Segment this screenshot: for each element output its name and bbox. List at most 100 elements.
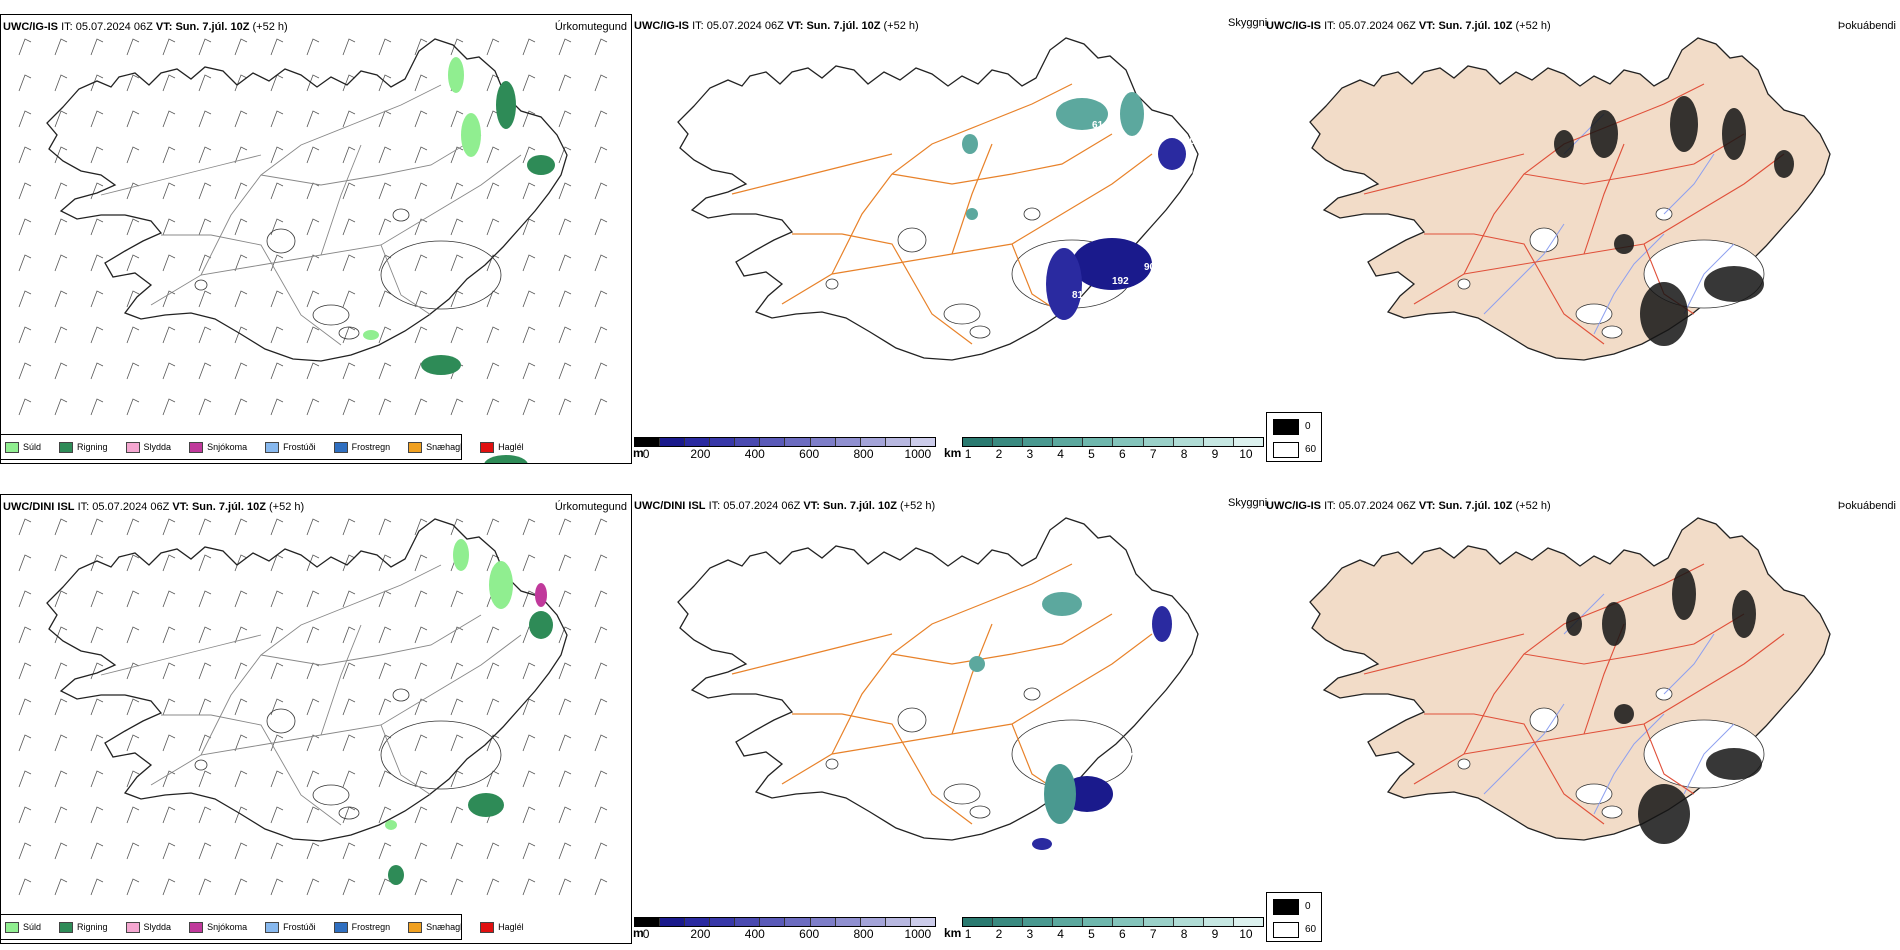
colorbar-swatch — [810, 918, 836, 926]
wind-barb — [234, 38, 248, 56]
wind-barb — [126, 698, 140, 716]
wind-barb — [234, 290, 248, 308]
fog-area — [1672, 568, 1696, 620]
wind-barb — [342, 806, 356, 824]
wind-barb — [54, 254, 68, 272]
colorbar-swatch — [1023, 918, 1054, 926]
wind-barb — [594, 398, 608, 416]
wind-barb — [342, 590, 356, 608]
wind-barb — [342, 554, 356, 572]
wind-barb — [486, 734, 500, 752]
colorbar-swatch — [1203, 438, 1234, 446]
glacier-outline — [1575, 303, 1613, 325]
ceiling-label: 13 — [996, 786, 1008, 797]
wind-barb — [270, 590, 284, 608]
wind-barb — [522, 806, 536, 824]
precip-area — [535, 583, 547, 607]
wind-barb — [558, 806, 572, 824]
wind-barb — [198, 662, 212, 680]
colorbar-swatch — [635, 438, 661, 446]
wind-barb — [126, 770, 140, 788]
ceiling-label: 30 — [994, 774, 1006, 785]
glacier-outline — [943, 303, 981, 325]
colorbar-tick: 3 — [1026, 927, 1034, 941]
wind-barb — [162, 218, 176, 236]
road — [380, 724, 432, 796]
precip-panel-top: UWC/IG-IS IT: 05.07.2024 06Z VT: Sun. 7.… — [0, 14, 632, 464]
road — [891, 613, 1113, 665]
glacier-outline — [969, 805, 991, 819]
road — [100, 634, 262, 676]
wind-barb — [450, 878, 464, 896]
wind-barb — [126, 326, 140, 344]
wind-barb — [270, 146, 284, 164]
road — [1463, 563, 1705, 755]
road — [161, 714, 342, 826]
wind-barb — [558, 110, 572, 128]
wind-barb — [414, 398, 428, 416]
wind-barb — [558, 38, 572, 56]
wind-barb — [342, 362, 356, 380]
ceiling-area — [1032, 838, 1052, 850]
road — [1413, 153, 1785, 305]
colorbar-tick: 1 — [964, 927, 972, 941]
wind-barbs — [18, 38, 608, 416]
wind-barb — [306, 842, 320, 860]
legend-label: Slydda — [143, 922, 172, 932]
wind-barb — [594, 146, 608, 164]
river — [1593, 713, 1665, 815]
legend-item: Súld — [5, 921, 41, 933]
wind-barb — [558, 362, 572, 380]
panel-title: UWC/DINI ISL IT: 05.07.2024 06Z VT: Sun.… — [3, 501, 305, 513]
ceiling-area — [962, 134, 978, 154]
glacier-outline — [194, 279, 208, 291]
precip-area — [453, 539, 469, 571]
road — [731, 633, 893, 675]
colorbar-swatch — [1113, 918, 1144, 926]
colorbar-swatch — [1143, 918, 1174, 926]
wind-barb — [126, 554, 140, 572]
road — [150, 154, 522, 306]
wind-barb — [378, 74, 392, 92]
wind-barb — [54, 110, 68, 128]
wind-barb — [378, 662, 392, 680]
colorbar-tick: 10 — [1239, 447, 1253, 461]
wind-barb — [162, 842, 176, 860]
legend-label: Súld — [23, 442, 42, 452]
wind-barb — [270, 398, 284, 416]
wind-barb — [378, 698, 392, 716]
wind-barb — [594, 770, 608, 788]
road — [951, 623, 993, 735]
wind-barb — [270, 218, 284, 236]
ceiling-label: 192 — [1112, 276, 1129, 287]
road — [1523, 133, 1745, 185]
fog-key-low-label: 0 — [1305, 421, 1311, 432]
colorbar-swatch — [993, 438, 1024, 446]
panel-name-fog: Þokuábendi — [1837, 500, 1896, 512]
wind-barb — [54, 698, 68, 716]
fog-area — [1704, 266, 1764, 302]
wind-barb — [234, 146, 248, 164]
fog-key-high-label: 60 — [1305, 444, 1317, 455]
wind-barb — [18, 590, 32, 608]
wind-barb — [450, 590, 464, 608]
glacier-outline — [312, 784, 350, 806]
wind-barb — [126, 290, 140, 308]
wind-barb — [234, 518, 248, 536]
wind-barb — [378, 770, 392, 788]
wind-barb — [90, 770, 104, 788]
colorbar-swatch — [1053, 918, 1084, 926]
legend-swatch — [59, 441, 74, 453]
wind-barb — [558, 770, 572, 788]
wind-barb — [342, 218, 356, 236]
colorbar-tick: 7 — [1149, 447, 1157, 461]
wind-barb — [522, 182, 536, 200]
wind-barb — [126, 182, 140, 200]
wind-barb — [54, 182, 68, 200]
legend-item: Haglél — [480, 921, 524, 933]
glacier-outline — [194, 759, 208, 771]
colorbar-tick: 2 — [995, 927, 1003, 941]
ceiling-label: 17 — [1112, 306, 1124, 317]
wind-barb — [54, 734, 68, 752]
